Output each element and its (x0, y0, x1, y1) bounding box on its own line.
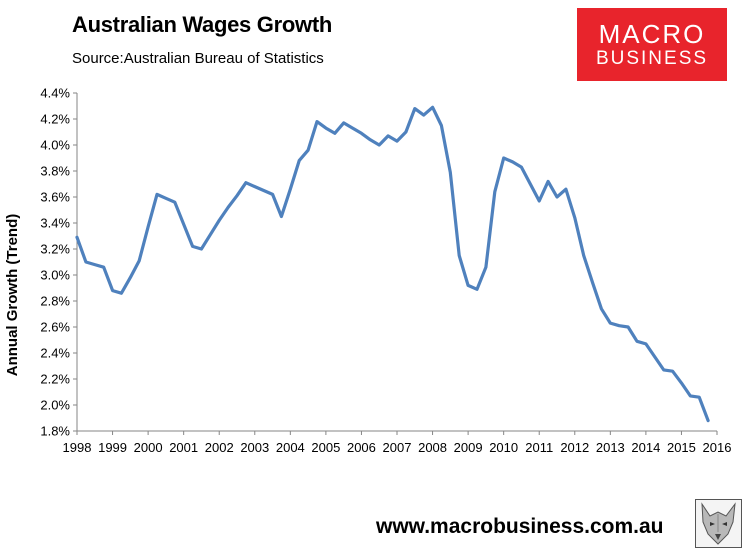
x-tick-label: 2006 (347, 440, 376, 455)
y-axis-label: Annual Growth (Trend) (4, 214, 21, 377)
chart-axes (76, 93, 717, 432)
y-tick-label: 2.8% (40, 294, 70, 309)
x-tick-label: 2007 (383, 440, 412, 455)
x-tick-label: 2013 (596, 440, 625, 455)
website-link[interactable]: www.macrobusiness.com.au (376, 515, 664, 538)
x-tick-label: 2010 (489, 440, 518, 455)
x-tick-label: 2015 (667, 440, 696, 455)
macrobusiness-logo[interactable]: MACRO BUSINESS (577, 8, 727, 81)
y-tick-label: 4.2% (40, 112, 70, 127)
x-tick-label: 2005 (311, 440, 340, 455)
y-axis-ticks: 1.8% 2.0% 2.2% 2.4% 2.6% 2.8% 3.0% 3.2% 3.4% 3.6%… (40, 86, 77, 439)
y-tick-label: 2.2% (40, 372, 70, 387)
x-tick-label: 2016 (703, 440, 732, 455)
wolf-icon (695, 499, 742, 548)
y-tick-label: 4.0% (40, 138, 70, 153)
chart-subtitle: Source:Australian Bureau of Statistics (72, 50, 324, 67)
y-tick-label: 2.4% (40, 346, 70, 361)
y-tick-label: 3.4% (40, 216, 70, 231)
x-tick-label: 1998 (63, 440, 92, 455)
x-tick-label: 2014 (631, 440, 660, 455)
x-tick-label: 2011 (525, 440, 553, 455)
logo-line-macro: MACRO (598, 19, 706, 49)
x-tick-label: 2003 (240, 440, 269, 455)
series-group (75, 105, 710, 423)
wages-growth-series-line (75, 105, 710, 423)
x-tick-label: 2000 (134, 440, 163, 455)
y-tick-label: 3.2% (40, 242, 70, 257)
x-tick-label: 2008 (418, 440, 447, 455)
chart-title: Australian Wages Growth (72, 12, 332, 37)
x-tick-label: 2009 (454, 440, 483, 455)
logo-line-business: BUSINESS (595, 48, 709, 69)
y-tick-label: 3.6% (40, 190, 70, 205)
x-tick-label: 2001 (169, 440, 198, 455)
y-tick-label: 1.8% (40, 424, 70, 439)
y-tick-label: 3.0% (40, 268, 70, 283)
wages-line-chart: 1.8% 2.0% 2.2% 2.4% 2.6% 2.8% 3.0% 3.2% 3.4% 3.6%… (4, 86, 732, 456)
y-tick-label: 2.6% (40, 320, 70, 335)
x-tick-label: 2004 (276, 440, 305, 455)
y-tick-label: 3.8% (40, 164, 70, 179)
x-tick-label: 2002 (205, 440, 234, 455)
x-tick-label: 2012 (560, 440, 589, 455)
y-tick-label: 2.0% (40, 398, 70, 413)
x-tick-label: 1999 (98, 440, 127, 455)
y-tick-label: 4.4% (40, 86, 70, 101)
x-axis-ticks: 1998 1999 2000 2001 2002 2003 2004 2005 2006 2007… (63, 431, 732, 455)
